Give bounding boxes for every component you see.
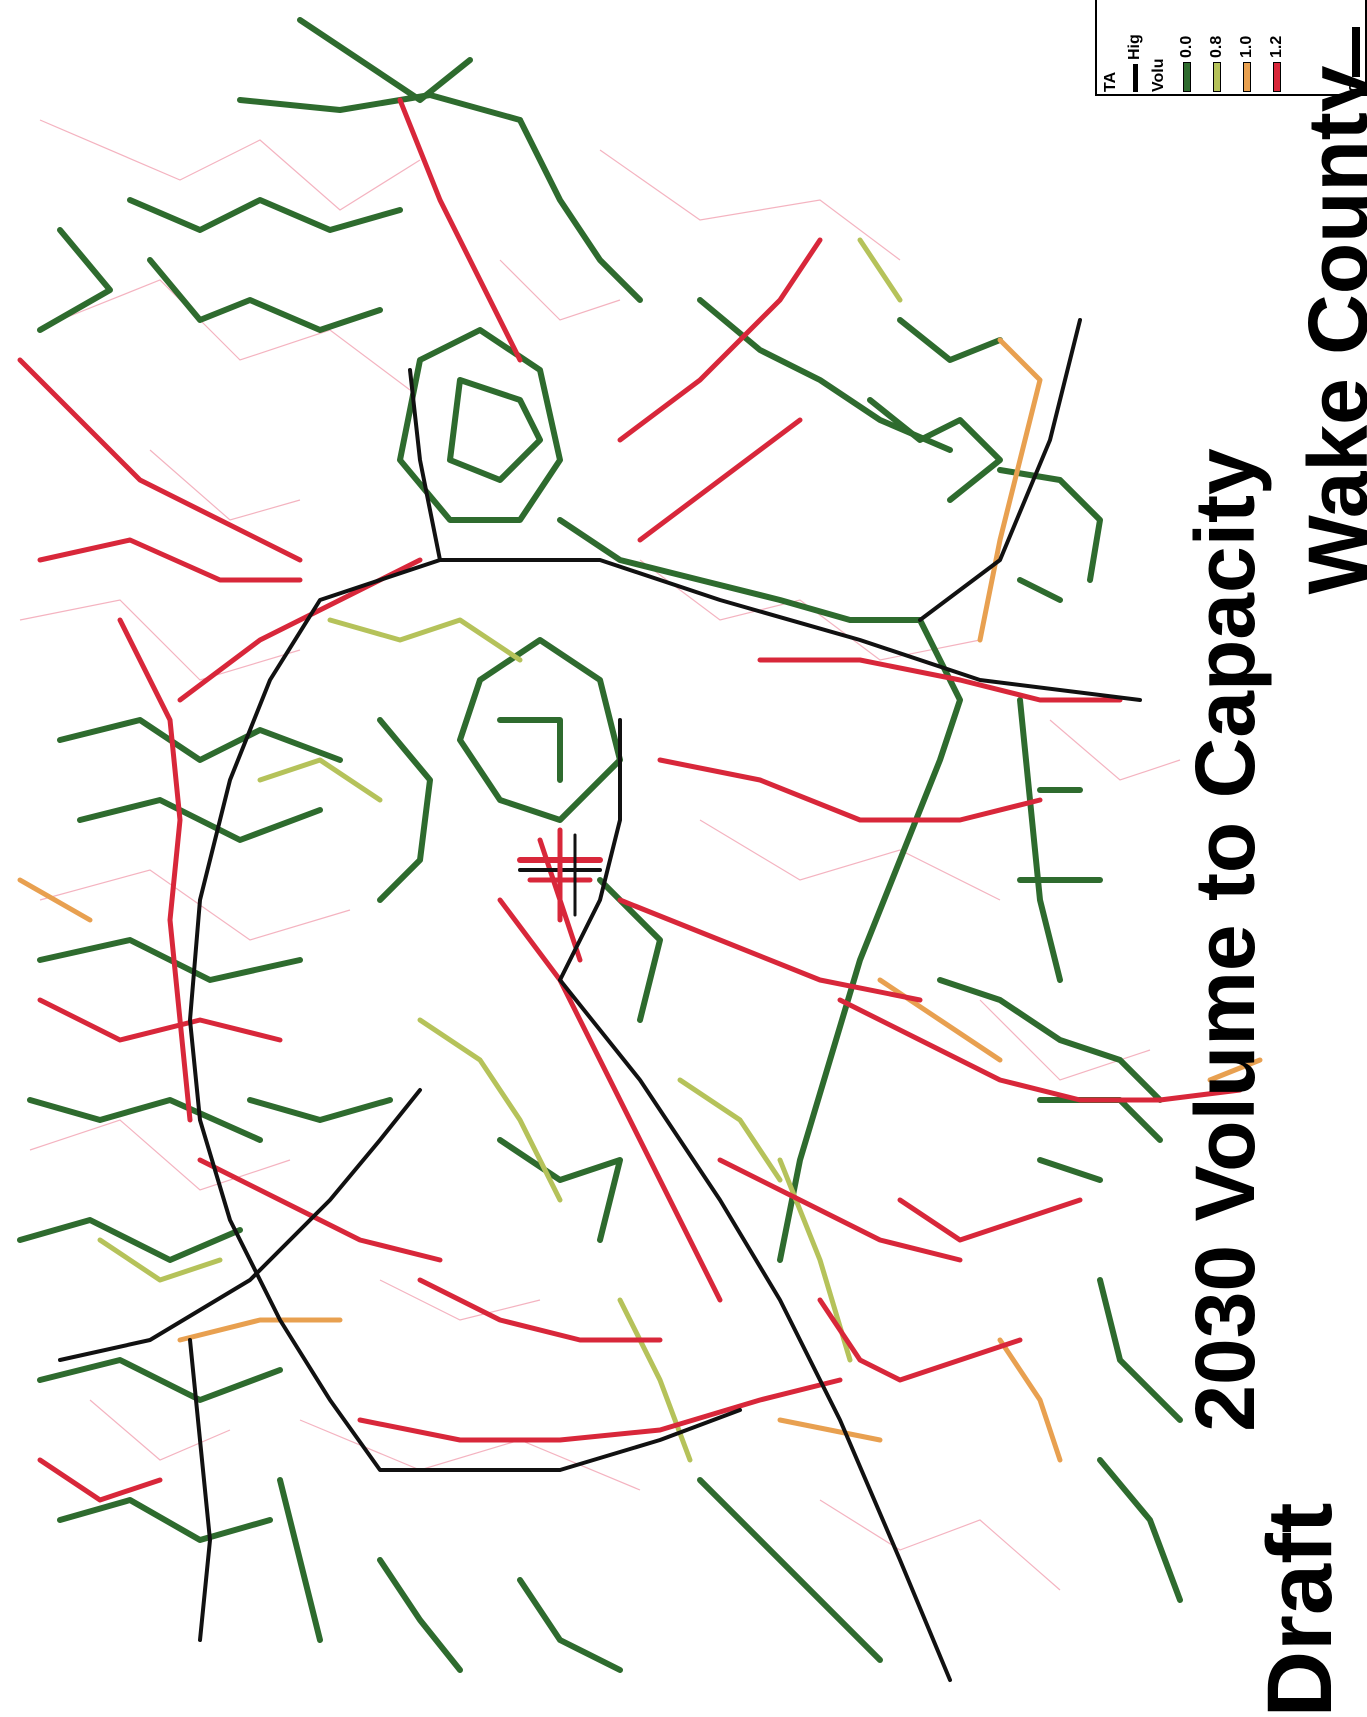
low-vc-roads-layer bbox=[17, 17, 1183, 1673]
class-swatch-low bbox=[1183, 62, 1191, 92]
class-swatch-over bbox=[1273, 62, 1281, 92]
downtown-cluster bbox=[517, 827, 603, 923]
legend-volume-label: Volu bbox=[1150, 58, 1167, 92]
legend-heading-text: TA bbox=[1102, 71, 1119, 92]
legend-volume-row: Volu bbox=[1149, 59, 1169, 92]
legend-class-row: 1.0 bbox=[1237, 36, 1257, 92]
legend-class-label: 0.8 bbox=[1208, 35, 1225, 58]
legend-highway-label: Hig bbox=[1126, 34, 1143, 60]
map-subtitle: Wake County bbox=[1291, 65, 1367, 595]
legend-class-label: 0.0 bbox=[1178, 35, 1195, 58]
draft-label: Draft bbox=[1249, 1502, 1351, 1717]
legend-class-row: 0.8 bbox=[1207, 36, 1227, 92]
highway-layer bbox=[58, 318, 1142, 1682]
high-vc-roads-layer bbox=[17, 337, 1263, 1463]
highway-swatch bbox=[1132, 64, 1138, 92]
over-capacity-roads-layer bbox=[17, 97, 1243, 1503]
map-title: 2030 Volume to Capacity bbox=[1178, 448, 1272, 1432]
legend-heading: TA bbox=[1101, 72, 1121, 92]
legend-class-label: 1.0 bbox=[1238, 35, 1255, 58]
map-legend: TA Hig Volu 0.0 0.8 1.0 1.2 0 bbox=[1095, 0, 1367, 96]
legend-class-label: 1.2 bbox=[1268, 35, 1285, 58]
legend-class-row: 1.2 bbox=[1267, 36, 1287, 92]
legend-highway-row: Hig bbox=[1125, 34, 1145, 92]
legend-class-row: 0.0 bbox=[1177, 36, 1197, 92]
class-swatch-mid bbox=[1213, 62, 1221, 92]
class-swatch-high bbox=[1243, 62, 1251, 92]
mid-vc-roads-layer bbox=[97, 237, 903, 1463]
